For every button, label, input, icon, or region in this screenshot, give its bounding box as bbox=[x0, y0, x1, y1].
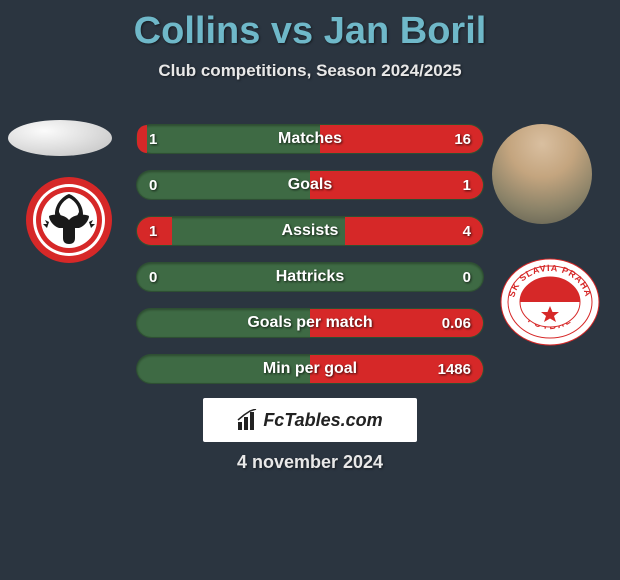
stat-value-right: 16 bbox=[454, 125, 471, 153]
stat-row: Goals per match0.06 bbox=[136, 308, 484, 338]
stat-value-right: 1486 bbox=[438, 355, 471, 383]
stat-row: Min per goal1486 bbox=[136, 354, 484, 384]
stat-value-right: 1 bbox=[463, 171, 471, 199]
stat-value-right: 4 bbox=[463, 217, 471, 245]
club-logo-right: SK SLAVIA PRAHA FOTBAL bbox=[500, 258, 600, 346]
stat-row: 1Assists4 bbox=[136, 216, 484, 246]
stat-row: 0Hattricks0 bbox=[136, 262, 484, 292]
brand-text: FcTables.com bbox=[263, 410, 382, 431]
stat-label: Hattricks bbox=[137, 263, 483, 291]
slavia-logo-icon: SK SLAVIA PRAHA FOTBAL bbox=[500, 258, 600, 346]
stat-label: Matches bbox=[137, 125, 483, 153]
stat-row: 0Goals1 bbox=[136, 170, 484, 200]
stat-value-right: 0 bbox=[463, 263, 471, 291]
page-title: Collins vs Jan Boril bbox=[0, 0, 620, 53]
subtitle: Club competitions, Season 2024/2025 bbox=[0, 61, 620, 81]
stat-row: 1Matches16 bbox=[136, 124, 484, 154]
stat-value-right: 0.06 bbox=[442, 309, 471, 337]
player-right-avatar bbox=[492, 124, 592, 224]
club-logo-left bbox=[25, 176, 113, 264]
date-label: 4 november 2024 bbox=[0, 452, 620, 473]
stat-label: Min per goal bbox=[137, 355, 483, 383]
brand-badge: FcTables.com bbox=[203, 398, 417, 442]
player-left-avatar bbox=[8, 120, 112, 156]
stat-label: Assists bbox=[137, 217, 483, 245]
chart-icon bbox=[237, 409, 259, 431]
eintracht-logo-icon bbox=[25, 176, 113, 264]
stat-bars: 1Matches160Goals11Assists40Hattricks0Goa… bbox=[136, 124, 484, 400]
stat-label: Goals bbox=[137, 171, 483, 199]
stat-label: Goals per match bbox=[137, 309, 483, 337]
